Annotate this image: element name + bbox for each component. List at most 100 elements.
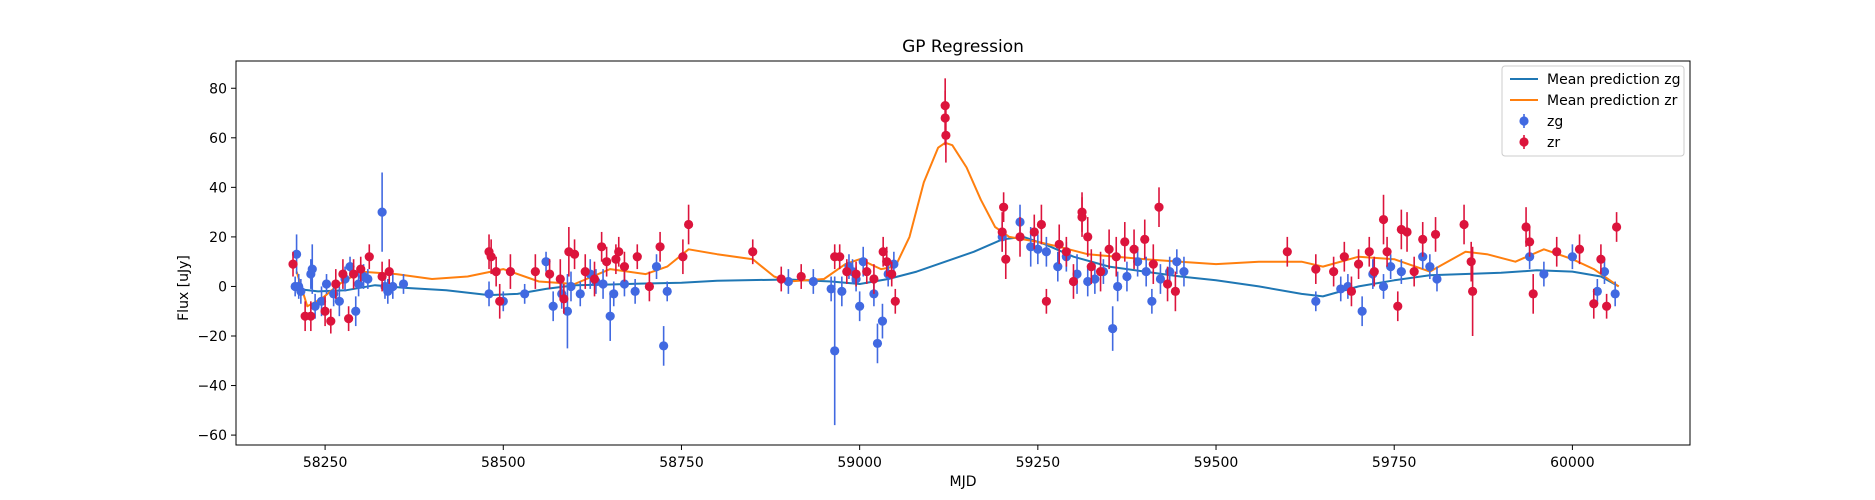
data-point-zg [872,338,883,349]
data-point-zr [890,296,900,306]
legend-label: Mean prediction zg [1547,72,1681,88]
data-point-zr [1525,237,1535,247]
data-point-zr [1589,299,1599,309]
x-axis-label: MJD [950,474,977,490]
data-point-zr [619,262,630,272]
data-point-zr [1077,212,1087,222]
data-point-zr [655,242,665,252]
data-point-zr [1329,266,1339,277]
data-point-zr [878,247,888,257]
y-tick-label: −40 [197,379,227,395]
y-tick-label: −20 [197,329,227,345]
y-axis-label: Flux [uJy] [176,255,192,321]
data-point-zr [683,219,694,230]
legend: Mean prediction zg Mean prediction zr zg zr [1501,65,1685,157]
data-point-zr [632,252,642,262]
data-point-zr [1086,262,1096,272]
data-point-zr [580,266,590,277]
x-tick-label: 58250 [303,455,348,471]
data-point-zg [541,257,551,267]
data-point-zg [351,306,361,316]
data-point-zg [826,284,836,294]
data-point-zr [1574,244,1585,254]
data-point-zr [1282,247,1292,257]
data-point-zr [1054,239,1064,249]
data-point-zr [530,266,540,277]
legend-point-marker [1519,137,1529,147]
data-point-zr [997,227,1007,237]
x-tick-label: 59000 [837,455,882,471]
data-point-zr [384,266,394,277]
data-point-zr [1521,222,1531,232]
data-point-zr [1353,259,1364,269]
data-point-zr [999,202,1009,212]
data-point-zr [1311,264,1321,274]
y-tick-label: 40 [209,180,227,196]
data-point-zr [559,294,569,304]
data-point-zg [1396,266,1406,277]
data-point-zg [619,279,630,289]
data-point-zr [1402,227,1412,237]
data-point-zg [659,341,669,351]
series-line-zr [295,141,1620,308]
data-point-zr [505,266,516,277]
data-point-zg [1141,266,1151,277]
data-point-zg [1610,289,1620,299]
data-point-zg [630,286,640,296]
x-tick-label: 59250 [1016,455,1061,471]
data-point-zr [1061,247,1071,257]
data-point-zg [575,289,585,299]
y-tick-label: 20 [209,230,227,246]
data-point-zr [1068,276,1079,287]
data-point-zg [1147,296,1157,306]
data-point-zg [1599,266,1610,277]
legend-point-marker [1519,116,1529,126]
data-point-zr [1369,266,1379,277]
data-point-zr [776,274,786,284]
data-point-zg [484,289,494,299]
data-point-zg [1336,284,1346,294]
data-point-zg [345,262,355,272]
plot-frame [235,60,1691,446]
data-point-zr [869,274,879,284]
data-point-zr [1393,301,1403,311]
data-point-zg [1165,266,1175,277]
data-point-zr [1364,247,1374,257]
data-point-zr [1001,254,1011,264]
data-point-zg [1026,242,1036,252]
data-point-zr [1596,254,1606,264]
data-point-zg [651,262,662,272]
series-zg [290,172,1620,426]
data-point-zg [1053,262,1063,272]
data-point-zr [306,311,316,321]
data-point-zr [851,269,861,279]
data-point-zr [1339,252,1349,262]
data-point-zr [1120,237,1130,247]
data-point-zr [1140,234,1150,244]
legend-box [1501,65,1685,157]
data-point-zr [941,130,951,140]
data-point-zr [1468,286,1478,296]
data-point-zg [310,301,320,311]
data-point-zr [344,314,354,324]
data-point-zg [291,249,302,259]
y-tick-label: 80 [209,81,227,97]
legend-label: Mean prediction zr [1547,93,1678,109]
data-point-zg [307,264,317,274]
data-point-zg [1357,306,1367,316]
data-point-zr [1154,202,1164,212]
data-point-zg [1072,269,1082,279]
data-point-zg [605,311,615,321]
data-point-zg [1155,274,1166,284]
data-point-zg [1378,281,1389,292]
x-tick-label: 58750 [659,455,704,471]
data-point-zr [1015,232,1025,242]
data-point-zg [334,296,344,306]
x-tick-label: 59750 [1372,455,1417,471]
data-point-zr [796,271,806,282]
data-point-zr [1041,296,1051,306]
legend-label: zg [1547,114,1563,130]
chart-title: GP Regression [902,37,1024,57]
data-point-zg [296,286,306,296]
